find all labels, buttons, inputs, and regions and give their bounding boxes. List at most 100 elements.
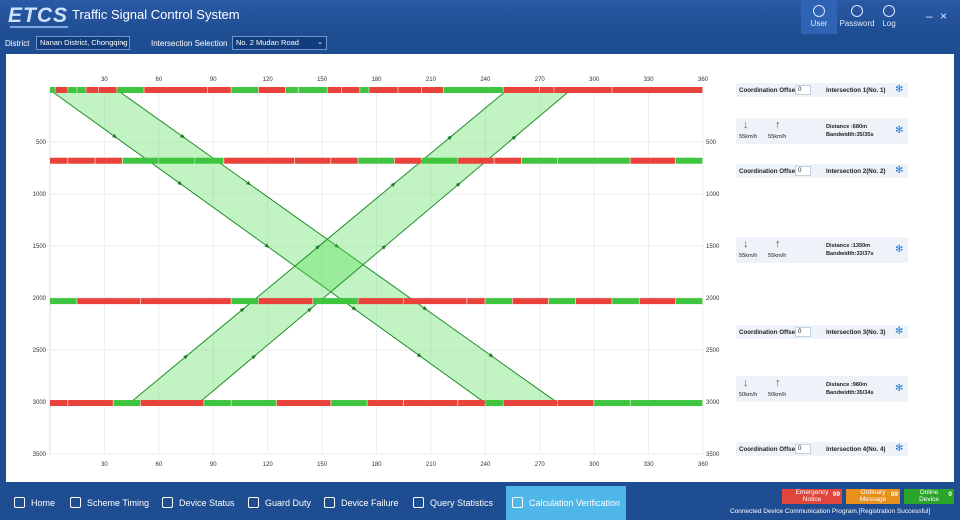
- coord-label: Coordination Offset:: [739, 446, 800, 453]
- y-tick-label-left: 3000: [33, 400, 47, 406]
- segment-row-2: ↓ ↑ 55km/h 55km/h Distance :1350m Bandwi…: [736, 237, 908, 263]
- badge-count: 99: [832, 491, 840, 498]
- signal-phase-bar: [117, 87, 144, 93]
- signal-phase-bar: [594, 400, 630, 407]
- offset-input-1[interactable]: 0: [795, 85, 811, 95]
- emergency-notice-badge[interactable]: Emergency Notice 99: [782, 489, 842, 504]
- nav-label: Device Status: [179, 498, 235, 508]
- x-tick-label-top: 60: [155, 77, 162, 83]
- chevron-down-icon: ⌄: [317, 39, 323, 46]
- offset-input-2[interactable]: 0: [795, 166, 811, 176]
- y-tick-label-left: 2500: [33, 348, 47, 354]
- badge-line2: Message: [859, 495, 887, 503]
- x-tick-label-bottom: 30: [101, 462, 108, 468]
- app-logo: ETCS: [8, 4, 69, 27]
- direction-arrow-marker: [177, 180, 183, 186]
- segment-bandwidth: Bandwidth:35/34s: [826, 390, 874, 396]
- offset-input-3[interactable]: 0: [795, 327, 811, 337]
- x-tick-label-top: 270: [535, 77, 546, 83]
- direction-arrow-marker: [455, 182, 461, 188]
- nav-query-statistics[interactable]: Query Statistics: [413, 486, 493, 520]
- direction-arrow-marker: [315, 244, 321, 250]
- signal-phase-bar: [68, 87, 77, 93]
- speed-up: 55km/h: [768, 134, 787, 140]
- gear-icon[interactable]: ✻: [895, 383, 904, 394]
- signal-phase-bar: [55, 87, 68, 93]
- gear-icon[interactable]: ✻: [895, 125, 904, 136]
- ordinary-message-badge[interactable]: Ordinary Message 99: [846, 489, 900, 504]
- nav-device-failure[interactable]: Device Failure: [324, 486, 399, 520]
- direction-arrow-marker: [488, 353, 494, 358]
- filter-bar: District Nanan District, Chongqing ⌄ Int…: [0, 34, 960, 53]
- direction-arrow-marker: [447, 135, 453, 141]
- signal-phase-bar: [313, 298, 358, 305]
- arrow-down-icon: ↓: [743, 119, 749, 131]
- gear-icon[interactable]: ✻: [895, 244, 904, 255]
- gear-icon[interactable]: ✻: [895, 326, 904, 337]
- x-tick-label-top: 240: [480, 77, 491, 83]
- x-tick-label-top: 150: [317, 77, 328, 83]
- y-tick-label-left: 500: [36, 140, 47, 146]
- y-tick-label-right: 1000: [706, 192, 720, 198]
- direction-arrow-marker: [112, 133, 118, 139]
- signal-phase-bar: [68, 157, 95, 164]
- nav-label: Device Failure: [341, 498, 399, 508]
- minimize-button[interactable]: –: [926, 9, 933, 23]
- password-button[interactable]: Password: [837, 0, 877, 34]
- close-button[interactable]: ×: [940, 9, 948, 23]
- user-button[interactable]: User: [801, 0, 837, 34]
- nav-home[interactable]: Home: [14, 486, 55, 520]
- district-select[interactable]: Nanan District, Chongqing ⌄: [36, 36, 130, 50]
- arrow-down-icon: ↓: [743, 377, 749, 389]
- nav-calculation-verification[interactable]: Calculation Verification: [506, 486, 627, 520]
- intersection-name-4: Intersection 4(No. 4): [826, 446, 886, 453]
- title-bar: ETCS Traffic Signal Control System User …: [0, 0, 960, 34]
- intersection-select[interactable]: No. 2 Mudan Road ⌄: [232, 36, 327, 50]
- gear-icon[interactable]: ✻: [895, 84, 904, 95]
- speed-up: 55km/h: [768, 253, 787, 259]
- gear-icon[interactable]: ✻: [895, 443, 904, 454]
- online-device-badge[interactable]: Online Device 0: [904, 489, 954, 504]
- signal-phase-bar: [403, 400, 458, 407]
- x-tick-label-top: 90: [210, 77, 217, 83]
- signal-phase-bar: [503, 87, 540, 93]
- direction-arrow-marker: [334, 243, 340, 248]
- signal-phase-bar: [360, 87, 369, 93]
- y-tick-label-left: 2000: [33, 296, 47, 302]
- nav-scheme-timing[interactable]: Scheme Timing: [70, 486, 149, 520]
- status-text: Connected Device Communication Program.[…: [730, 508, 931, 515]
- signal-phase-bar: [554, 87, 612, 93]
- nav-label: Query Statistics: [430, 498, 494, 508]
- direction-arrow-marker: [390, 182, 396, 188]
- signal-phase-bar: [95, 157, 122, 164]
- signal-phase-bar: [548, 298, 576, 305]
- x-tick-label-top: 30: [101, 77, 108, 83]
- log-button[interactable]: Log: [877, 0, 901, 34]
- x-tick-label-bottom: 270: [535, 462, 546, 468]
- signal-phase-bar: [612, 87, 703, 93]
- nav-guard-duty[interactable]: Guard Duty: [248, 486, 311, 520]
- status-icon: [162, 497, 173, 509]
- arrow-up-icon: ↑: [775, 377, 781, 389]
- signal-phase-bar: [207, 87, 231, 93]
- x-tick-label-top: 330: [644, 77, 655, 83]
- signal-phase-bar: [485, 400, 503, 407]
- signal-phase-bar: [458, 400, 485, 407]
- badge-count: 0: [948, 491, 952, 498]
- gear-icon[interactable]: ✻: [895, 165, 904, 176]
- signal-phase-bar: [557, 400, 594, 407]
- direction-arrow-marker: [239, 307, 245, 313]
- signal-phase-bar: [630, 157, 676, 164]
- coord-row-3: Coordination Offset: 0 Intersection 3(No…: [736, 325, 908, 339]
- signal-phase-bar: [231, 87, 258, 93]
- direction-arrow-marker: [422, 306, 428, 311]
- signal-phase-bar: [367, 400, 404, 407]
- coord-label: Coordination Offset:: [739, 87, 800, 94]
- offset-input-4[interactable]: 0: [795, 444, 811, 454]
- nav-device-status[interactable]: Device Status: [162, 486, 235, 520]
- signal-phase-bar: [50, 298, 77, 305]
- bottom-nav: Home Scheme Timing Device Status Guard D…: [0, 486, 960, 520]
- nav-label: Scheme Timing: [87, 498, 150, 508]
- signal-phase-bar: [458, 157, 494, 164]
- direction-arrow-marker: [381, 244, 387, 250]
